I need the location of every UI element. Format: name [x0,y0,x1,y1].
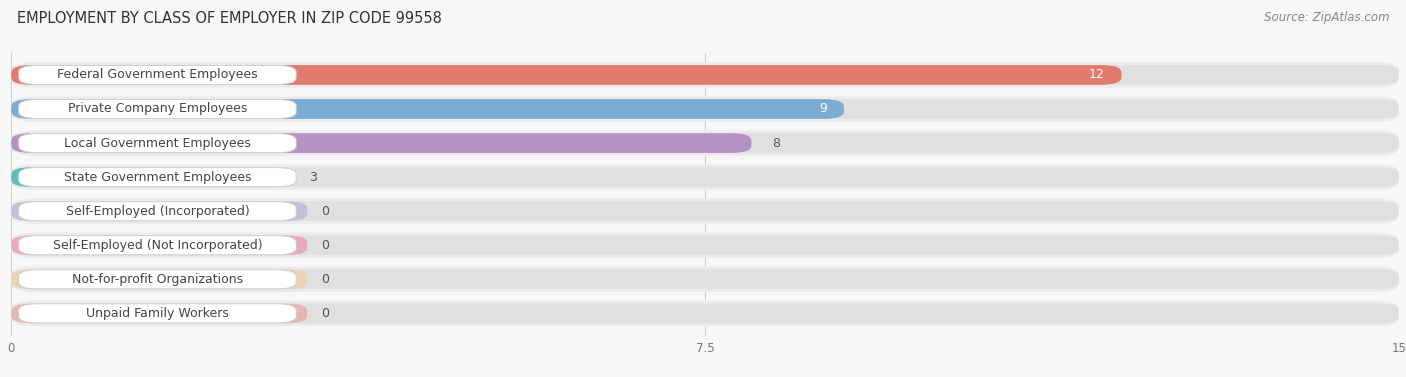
FancyBboxPatch shape [11,233,1399,258]
FancyBboxPatch shape [11,270,1399,289]
Text: 8: 8 [772,136,780,150]
FancyBboxPatch shape [18,304,297,323]
Text: Source: ZipAtlas.com: Source: ZipAtlas.com [1264,11,1389,24]
FancyBboxPatch shape [11,235,308,255]
FancyBboxPatch shape [11,130,1399,156]
Text: Federal Government Employees: Federal Government Employees [58,68,257,81]
Text: Self-Employed (Incorporated): Self-Employed (Incorporated) [66,205,249,218]
FancyBboxPatch shape [11,201,308,221]
FancyBboxPatch shape [11,199,1399,224]
FancyBboxPatch shape [11,235,1399,255]
FancyBboxPatch shape [18,65,297,84]
FancyBboxPatch shape [11,303,308,323]
FancyBboxPatch shape [11,270,308,289]
Text: Private Company Employees: Private Company Employees [67,103,247,115]
Text: 12: 12 [1090,68,1105,81]
FancyBboxPatch shape [18,133,297,153]
Text: 3: 3 [309,171,316,184]
FancyBboxPatch shape [11,303,1399,323]
Text: EMPLOYMENT BY CLASS OF EMPLOYER IN ZIP CODE 99558: EMPLOYMENT BY CLASS OF EMPLOYER IN ZIP C… [17,11,441,26]
FancyBboxPatch shape [11,164,1399,190]
Text: 0: 0 [321,239,329,252]
Text: 9: 9 [820,103,827,115]
FancyBboxPatch shape [11,133,751,153]
FancyBboxPatch shape [11,133,1399,153]
FancyBboxPatch shape [11,167,288,187]
FancyBboxPatch shape [11,97,1399,122]
Text: 0: 0 [321,273,329,286]
FancyBboxPatch shape [11,65,1399,85]
FancyBboxPatch shape [11,301,1399,326]
FancyBboxPatch shape [11,62,1399,87]
FancyBboxPatch shape [11,267,1399,292]
Text: Local Government Employees: Local Government Employees [65,136,250,150]
Text: 0: 0 [321,205,329,218]
FancyBboxPatch shape [11,65,1122,85]
Text: Self-Employed (Not Incorporated): Self-Employed (Not Incorporated) [52,239,263,252]
FancyBboxPatch shape [11,99,1399,119]
FancyBboxPatch shape [18,168,297,187]
Text: Not-for-profit Organizations: Not-for-profit Organizations [72,273,243,286]
Text: 0: 0 [321,307,329,320]
FancyBboxPatch shape [18,202,297,221]
Text: State Government Employees: State Government Employees [63,171,252,184]
FancyBboxPatch shape [11,167,1399,187]
Text: Unpaid Family Workers: Unpaid Family Workers [86,307,229,320]
FancyBboxPatch shape [11,99,844,119]
FancyBboxPatch shape [18,100,297,118]
FancyBboxPatch shape [18,270,297,289]
FancyBboxPatch shape [18,236,297,255]
FancyBboxPatch shape [11,201,1399,221]
